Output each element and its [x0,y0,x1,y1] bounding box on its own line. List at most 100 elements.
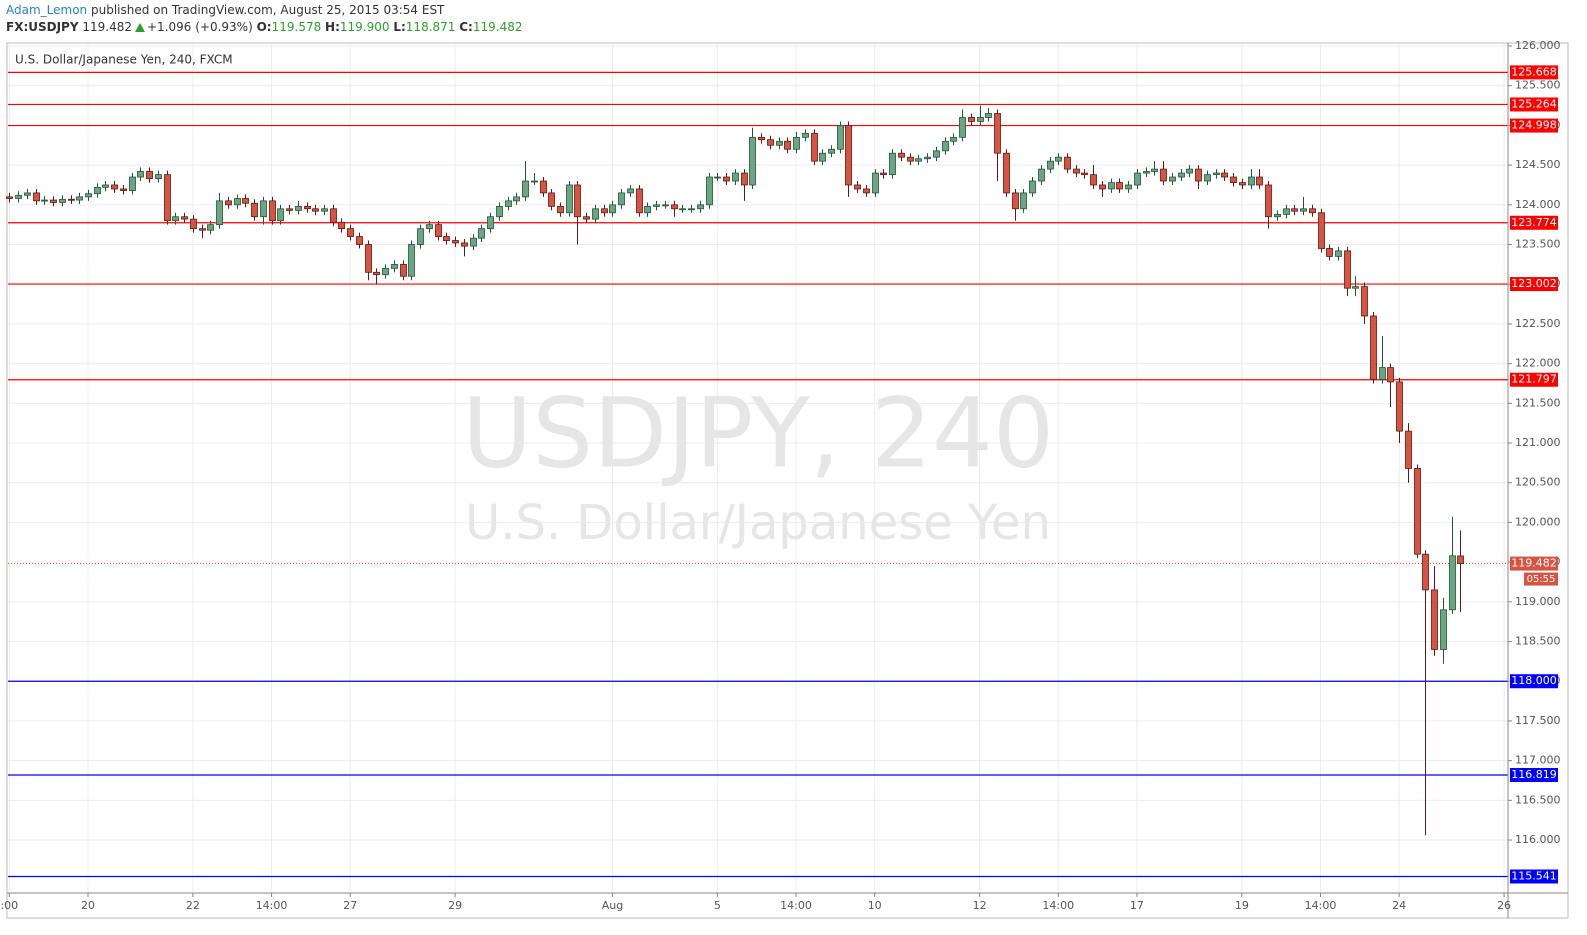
candle-body [706,176,713,206]
legend: U.S. Dollar/Japanese Yen, 240, FXCM [15,53,233,67]
candle-body [1239,182,1246,186]
y-tick-label: 117.000 [1515,754,1561,767]
candle-body [1248,176,1255,186]
candle-body [1160,168,1167,182]
candle-body [522,180,529,198]
symbol: FX:USDJPY [6,20,79,34]
candle-body [977,117,984,122]
x-tick-label: 14:00 [256,899,288,912]
candle-body [819,152,826,162]
candle-body [942,140,949,152]
last: 119.482 [82,20,132,34]
candle-body [1020,192,1027,210]
candle-body [540,180,547,194]
candle-body [382,267,389,276]
candle-body [592,208,599,220]
candle-body [1344,250,1351,289]
candle-body [304,206,311,210]
candle-body [216,200,223,226]
quote-line: FX:USDJPY 119.482 +1.096 (+0.93%) O:119.5… [6,20,522,34]
candle-body [1081,172,1088,176]
candle-body [1151,168,1158,172]
candle-body [373,271,380,276]
candle-body [111,184,118,190]
candle-body [1125,184,1132,190]
candle-body [68,198,75,201]
y-tick-label: 116.000 [1515,833,1561,846]
candle-body [985,113,992,118]
level-label: 121.797 [1511,373,1557,386]
candle-body [767,139,774,146]
candle-body [749,136,756,186]
y-tick-label: 117.500 [1515,714,1561,727]
last-price-label: 119.482 [1511,557,1557,570]
candle-body [1178,172,1185,178]
candle-body [872,172,879,194]
candle-body [435,224,442,237]
candle-body [1064,156,1071,170]
candle-body [155,174,162,180]
last-price-box [1510,556,1558,571]
candle-body [854,184,861,190]
candle-body [644,206,651,214]
x-tick-label: 22 [186,899,200,912]
published: published on TradingView.com, August 25,… [90,3,445,17]
candle-body [1309,208,1316,214]
candle-body [190,218,197,230]
x-tick-label: 27 [343,899,357,912]
candle-body [1457,555,1464,564]
y-tick-label: 126.000 [1515,39,1561,52]
candle-body [1361,286,1368,317]
author[interactable]: Adam_Lemon [6,3,88,17]
candle-body [679,208,686,211]
change: +1.096 (+0.93%) [147,20,253,34]
candle-body [1265,184,1272,218]
y-tick-label: 125.500 [1515,79,1561,92]
up-arrow [135,23,145,32]
x-tick-label: 26 [1497,899,1511,912]
quote-label: H: [325,20,340,34]
candle-body [172,216,179,222]
candle-body [959,117,966,138]
y-tick-label: 116.500 [1515,793,1561,806]
candle-body [1291,208,1298,212]
candle-body [470,237,477,247]
candle-body [391,263,398,269]
candle-body [312,208,319,212]
candle-body [1326,248,1333,257]
watermark: USDJPY, 240 [462,377,1054,489]
y-tick-label: 122.500 [1515,317,1561,330]
candle-body [662,204,669,207]
y-tick-label: 122.000 [1515,357,1561,370]
candle-body [1318,212,1325,249]
candle-body [583,216,590,220]
candle-body [933,150,940,158]
candle-body [531,180,538,183]
x-tick-label: 10 [868,899,882,912]
candle-body [741,172,748,186]
candle-body [1143,171,1150,174]
candle-body [1073,168,1080,174]
candle-body [1090,174,1097,186]
candle-body [1108,182,1115,190]
candle-body [793,136,800,150]
candle-body [968,117,975,122]
quote-value: 119.482 [472,20,523,34]
candle-body [1352,286,1359,289]
candle-body [723,176,730,182]
y-tick-label: 118.500 [1515,635,1561,648]
candle-body [33,192,40,202]
watermark-subtitle: U.S. Dollar/Japanese Yen [465,495,1051,551]
y-tick-label: 124.000 [1515,198,1561,211]
candle-body [59,198,66,203]
candle-body [1387,367,1394,383]
candle-body [225,200,232,206]
x-tick-label: 14:00 [780,899,812,912]
candle-body [889,152,896,176]
candle-body [356,236,363,245]
candle-body [994,113,1001,154]
candle-body [811,132,818,162]
candle-body [618,192,625,206]
candle-body [1038,168,1045,182]
candle-body [1169,176,1176,182]
